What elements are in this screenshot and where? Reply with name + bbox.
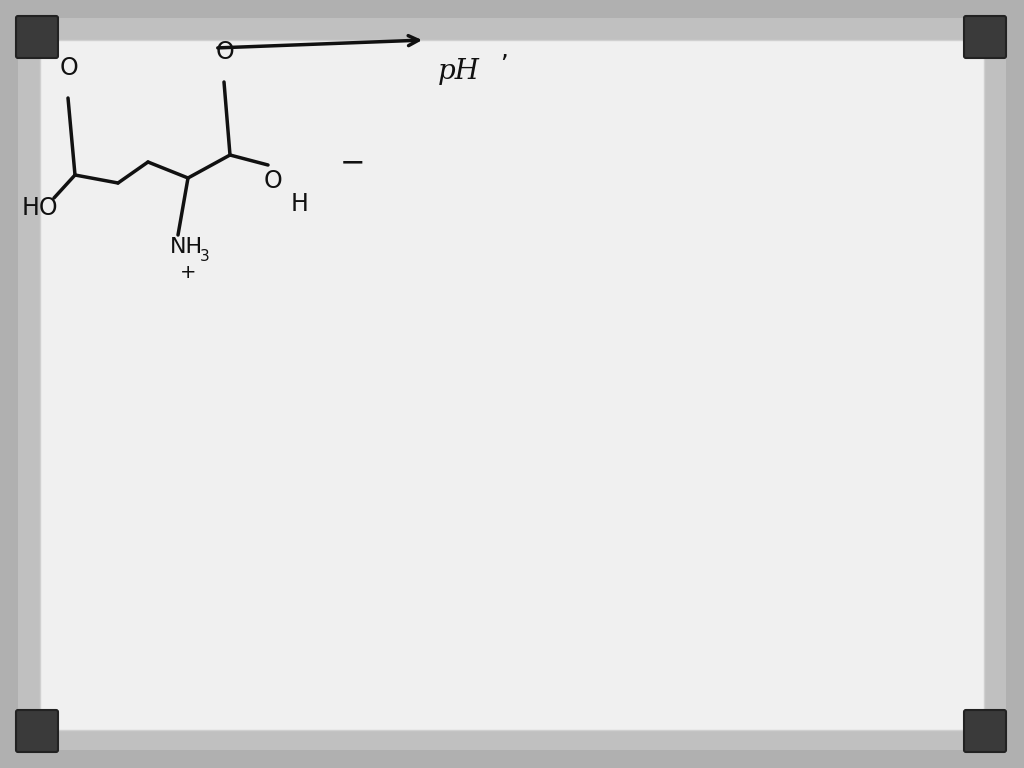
- Text: O: O: [264, 169, 283, 193]
- Bar: [40, 40, 984, 730]
- Bar: [18, 728, 1006, 750]
- FancyBboxPatch shape: [16, 710, 58, 752]
- Bar: [18, 18, 1006, 40]
- Text: +: +: [180, 263, 197, 282]
- Text: −: −: [340, 148, 366, 177]
- Bar: [18, 18, 40, 750]
- FancyBboxPatch shape: [964, 16, 1006, 58]
- Text: O: O: [216, 40, 234, 64]
- FancyBboxPatch shape: [964, 710, 1006, 752]
- FancyBboxPatch shape: [16, 16, 58, 58]
- Text: ,: ,: [500, 38, 508, 62]
- Text: H: H: [291, 192, 309, 216]
- Text: 3: 3: [200, 249, 210, 264]
- Text: NH: NH: [170, 237, 203, 257]
- Text: pH: pH: [438, 58, 480, 85]
- Text: O: O: [60, 56, 79, 80]
- Bar: [984, 18, 1006, 750]
- Text: HO: HO: [22, 196, 58, 220]
